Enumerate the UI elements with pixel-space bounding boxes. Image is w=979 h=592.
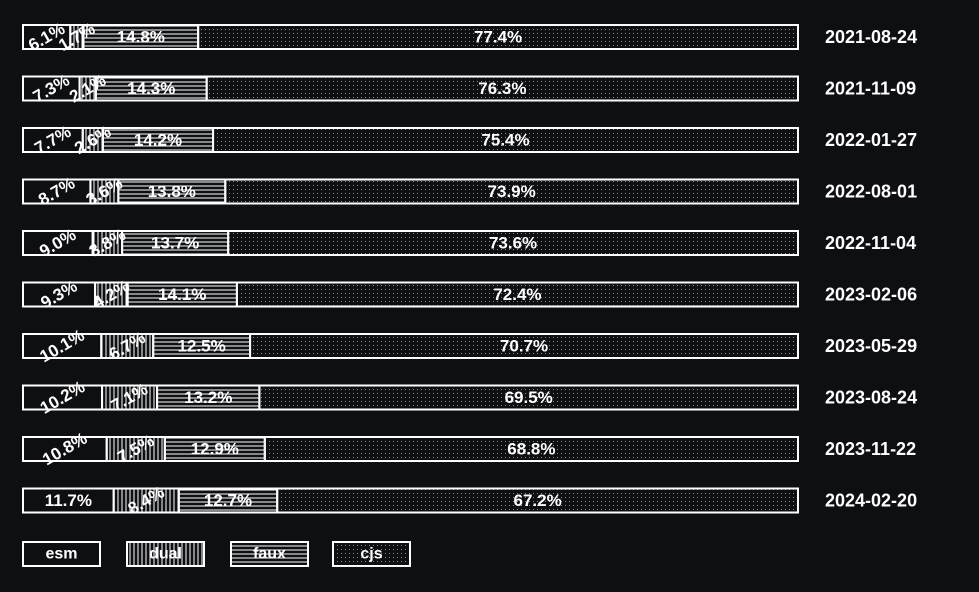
bar-label-esm: 10.1% — [37, 326, 88, 367]
bar-segment-cjs — [263, 436, 799, 462]
bar-row: 10.2% 7.1% 13.2% 69.5% 2023-08-24 — [22, 377, 917, 418]
bar-label-cjs: 67.2% — [513, 491, 561, 510]
legend-label: dual — [149, 546, 182, 563]
bar-label-faux: 12.9% — [191, 440, 239, 459]
bar-segment-faux — [156, 384, 261, 411]
bar-segment-faux — [126, 281, 238, 308]
bar-segment-faux — [152, 333, 252, 359]
legend-item-cjs: cjs — [332, 541, 411, 567]
category-label: 2023-05-29 — [825, 336, 917, 356]
category-label: 2023-11-22 — [825, 439, 916, 459]
bar-row: 9.0% 3.8% 13.7% 73.6% 2022-11-04 — [22, 225, 916, 261]
bar-segment-cjs — [258, 384, 799, 411]
bar-label-cjs: 75.4% — [481, 131, 529, 150]
legend-swatch — [332, 541, 411, 567]
bar-segment-cjs — [212, 127, 799, 153]
bar-segment-cjs — [227, 230, 800, 256]
bar-segment-faux — [101, 127, 215, 153]
bar-label-esm: 11.7% — [45, 491, 92, 510]
bar-label-faux: 14.1% — [158, 285, 206, 304]
category-label: 2021-11-09 — [825, 79, 916, 99]
category-label: 2022-11-04 — [825, 233, 916, 253]
bar-segment-dual — [94, 281, 129, 308]
category-label: 2023-08-24 — [825, 388, 917, 408]
bar-segment-dual — [100, 333, 155, 359]
bar-label-faux: 14.8% — [117, 28, 165, 47]
legend-label: faux — [253, 546, 286, 563]
bar-row: 8.7% 3.6% 13.8% 73.9% 2022-08-01 — [22, 174, 917, 209]
bar-label-esm: 10.2% — [37, 377, 88, 418]
bar-row: 11.7% 8.4% 12.7% 67.2% 2024-02-20 — [22, 483, 917, 518]
bar-row: 10.1% 6.7% 12.5% 70.7% 2023-05-29 — [22, 326, 917, 367]
bar-label-faux: 13.7% — [151, 234, 199, 253]
bar-label-cjs: 76.3% — [478, 79, 526, 98]
bar-label-cjs: 72.4% — [493, 285, 541, 304]
legend-item-dual: dual — [126, 541, 205, 567]
bar-segment-cjs — [197, 24, 799, 50]
bar-label-cjs: 73.9% — [488, 182, 536, 201]
bar-segment-dual — [112, 487, 180, 514]
bar-row: 9.3% 4.2% 14.1% 72.4% 2023-02-06 — [22, 277, 917, 312]
bar-row: 10.8% 7.5% 12.9% 68.8% 2023-11-22 — [22, 429, 916, 470]
bar-row: 6.1%1.7% 14.8% 77.4% 2021-08-24 — [22, 19, 917, 55]
bar-segment-cjs — [235, 281, 799, 308]
bar-segment-cjs — [249, 333, 799, 359]
legend-item-esm: esm — [22, 541, 101, 567]
legend-label: esm — [45, 546, 77, 563]
bar-segment-faux — [121, 230, 230, 256]
bar-label-cjs: 77.4% — [474, 28, 522, 47]
bar-segment-cjs — [205, 75, 800, 102]
bar-segment-faux — [94, 75, 208, 102]
bar-segment-dual — [101, 384, 159, 411]
bars-layer: 6.1%1.7% 14.8% 77.4% 2021-08-247.3%2.1% 14.3… — [22, 19, 917, 518]
legend-swatch — [126, 541, 205, 567]
legend-item-faux: faux — [230, 541, 309, 567]
bar-row: 7.3%2.1% 14.3% 76.3% 2021-11-09 — [22, 71, 916, 106]
bar-label-faux: 13.2% — [184, 388, 232, 407]
bar-label-faux: 14.3% — [127, 79, 175, 98]
bar-segment-cjs — [224, 178, 799, 205]
legend: esm dual faux cjs — [22, 541, 411, 567]
bar-label-cjs: 69.5% — [505, 388, 553, 407]
legend-label: cjs — [360, 546, 382, 563]
bar-label-faux: 13.8% — [148, 182, 196, 201]
bar-segment-dual — [91, 230, 124, 256]
category-label: 2021-08-24 — [825, 27, 917, 47]
bar-label-cjs: 73.6% — [489, 234, 537, 253]
bar-label-esm: 10.8% — [39, 429, 90, 470]
bar-segment-faux — [163, 436, 266, 462]
category-label: 2023-02-06 — [825, 285, 917, 305]
bar-label-cjs: 68.8% — [507, 440, 555, 459]
category-label: 2022-08-01 — [825, 182, 917, 202]
legend-swatch — [230, 541, 309, 567]
bar-segment-cjs — [276, 487, 799, 514]
bar-row: 7.7%2.6% 14.2% 75.4% 2022-01-27 — [22, 122, 917, 158]
bar-label-faux: 14.2% — [134, 131, 182, 150]
category-label: 2024-02-20 — [825, 491, 917, 511]
bar-label-cjs: 70.7% — [500, 337, 548, 356]
legend-swatch — [22, 541, 101, 567]
category-label: 2022-01-27 — [825, 130, 917, 150]
bar-label-faux: 12.5% — [178, 337, 226, 356]
bar-label-faux: 12.7% — [204, 491, 252, 510]
